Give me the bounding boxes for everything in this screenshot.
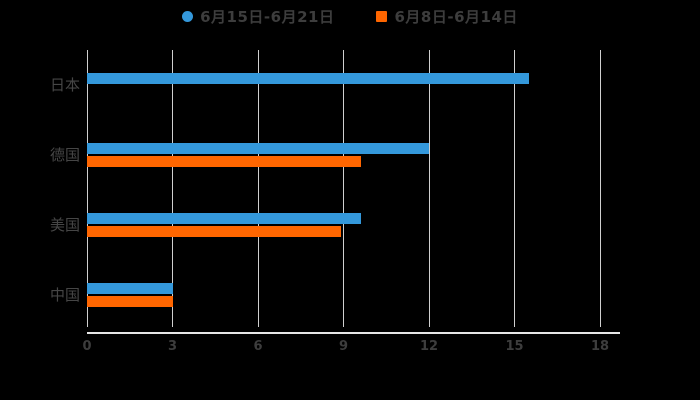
bar-series2-cat3 [87, 296, 173, 307]
y-axis-category-label: 美国 [49, 216, 80, 234]
legend-marker-circle-icon [182, 10, 194, 22]
legend-marker-square-icon [376, 10, 388, 22]
bar-series2-cat1 [87, 156, 361, 167]
x-axis-tick-label: 15 [505, 339, 524, 354]
bar-series1-cat0 [87, 73, 529, 84]
legend-item-1[interactable]: 6月15日-6月21日 [182, 6, 334, 27]
x-axis-line [87, 332, 620, 334]
gridline [428, 50, 430, 327]
gridline [343, 50, 344, 327]
bar-series1-cat3 [87, 283, 173, 294]
x-axis-tick-label: 3 [167, 339, 178, 354]
gridline [599, 50, 601, 327]
legend: 6月15日-6月21日 6月8日-6月14日 [0, 5, 700, 27]
y-axis-category-label: 日本 [49, 76, 80, 94]
bar-series1-cat2 [87, 213, 361, 224]
gridline [172, 50, 173, 327]
x-axis-tick-label: 9 [338, 339, 349, 354]
legend-item-2[interactable]: 6月8日-6月14日 [376, 6, 517, 27]
x-axis-tick-label: 12 [419, 339, 439, 354]
gridline [514, 50, 515, 327]
legend-label: 6月15日-6月21日 [200, 7, 335, 26]
x-axis-tick-label: 18 [590, 339, 610, 354]
legend-label: 6月8日-6月14日 [394, 7, 518, 26]
gridline [86, 50, 88, 327]
x-axis-tick-label: 0 [82, 339, 92, 354]
y-axis-category-label: 中国 [49, 286, 80, 304]
gridline [257, 50, 259, 327]
x-axis-tick-label: 6 [253, 339, 263, 354]
y-axis-category-label: 德国 [49, 146, 80, 164]
bar-series1-cat1 [87, 143, 429, 154]
bar-series2-cat2 [87, 226, 341, 237]
